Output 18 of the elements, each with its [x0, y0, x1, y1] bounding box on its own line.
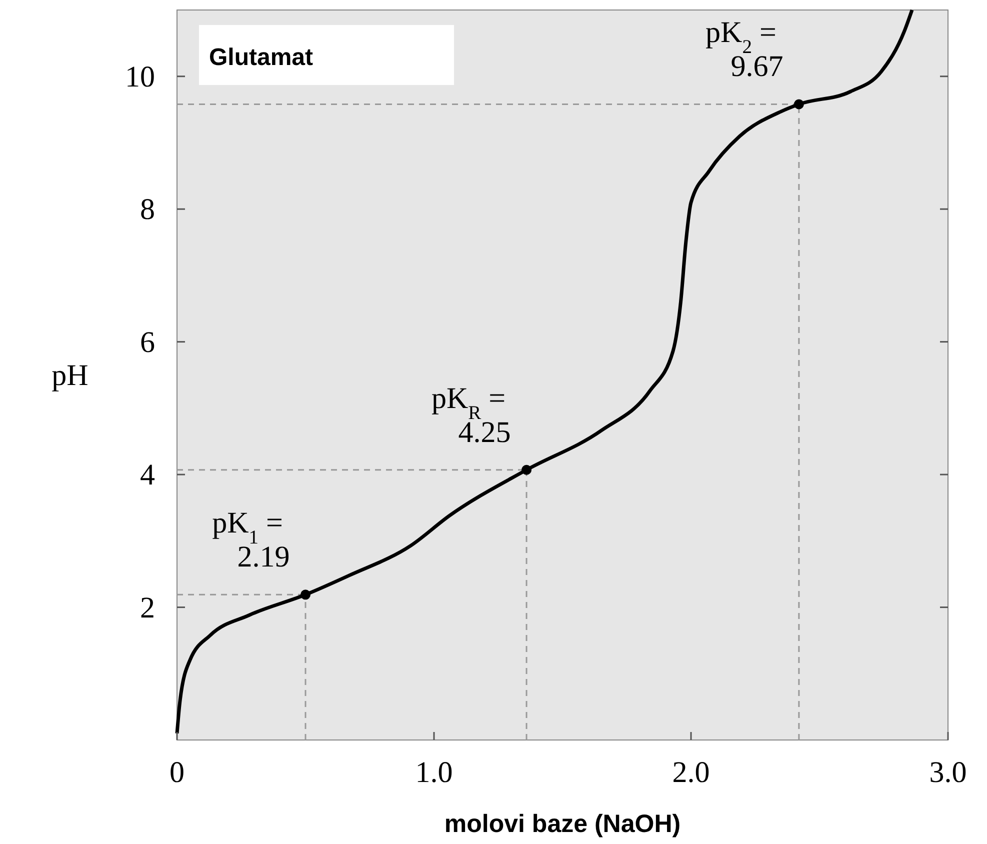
y-tick-label: 10 — [125, 60, 155, 94]
x-tick-label: 1.0 — [415, 756, 453, 789]
y-tick-label: 6 — [140, 326, 155, 359]
text: Glutamat — [209, 44, 314, 71]
y-tick-label: 2 — [140, 591, 155, 624]
x-tick-label: 2.0 — [672, 756, 710, 789]
x-tick-label: 0 — [170, 756, 184, 789]
y-tick-label: 4 — [140, 458, 155, 492]
x-axis-title: molovi baze (NaOH) — [444, 810, 681, 838]
annotation: pK$_{1}$ = 2.19 — [212, 506, 290, 574]
point — [794, 99, 804, 110]
annotation: pK$_{2}$ = 9.67 — [706, 16, 784, 84]
y-tick-label: 8 — [140, 193, 155, 226]
y-axis-title: pH — [52, 359, 88, 392]
point — [300, 590, 310, 600]
x-tick-label: 3.0 — [929, 756, 967, 789]
annotation: pK$_{R}$ = 4.25 — [431, 382, 511, 449]
point — [522, 464, 532, 475]
